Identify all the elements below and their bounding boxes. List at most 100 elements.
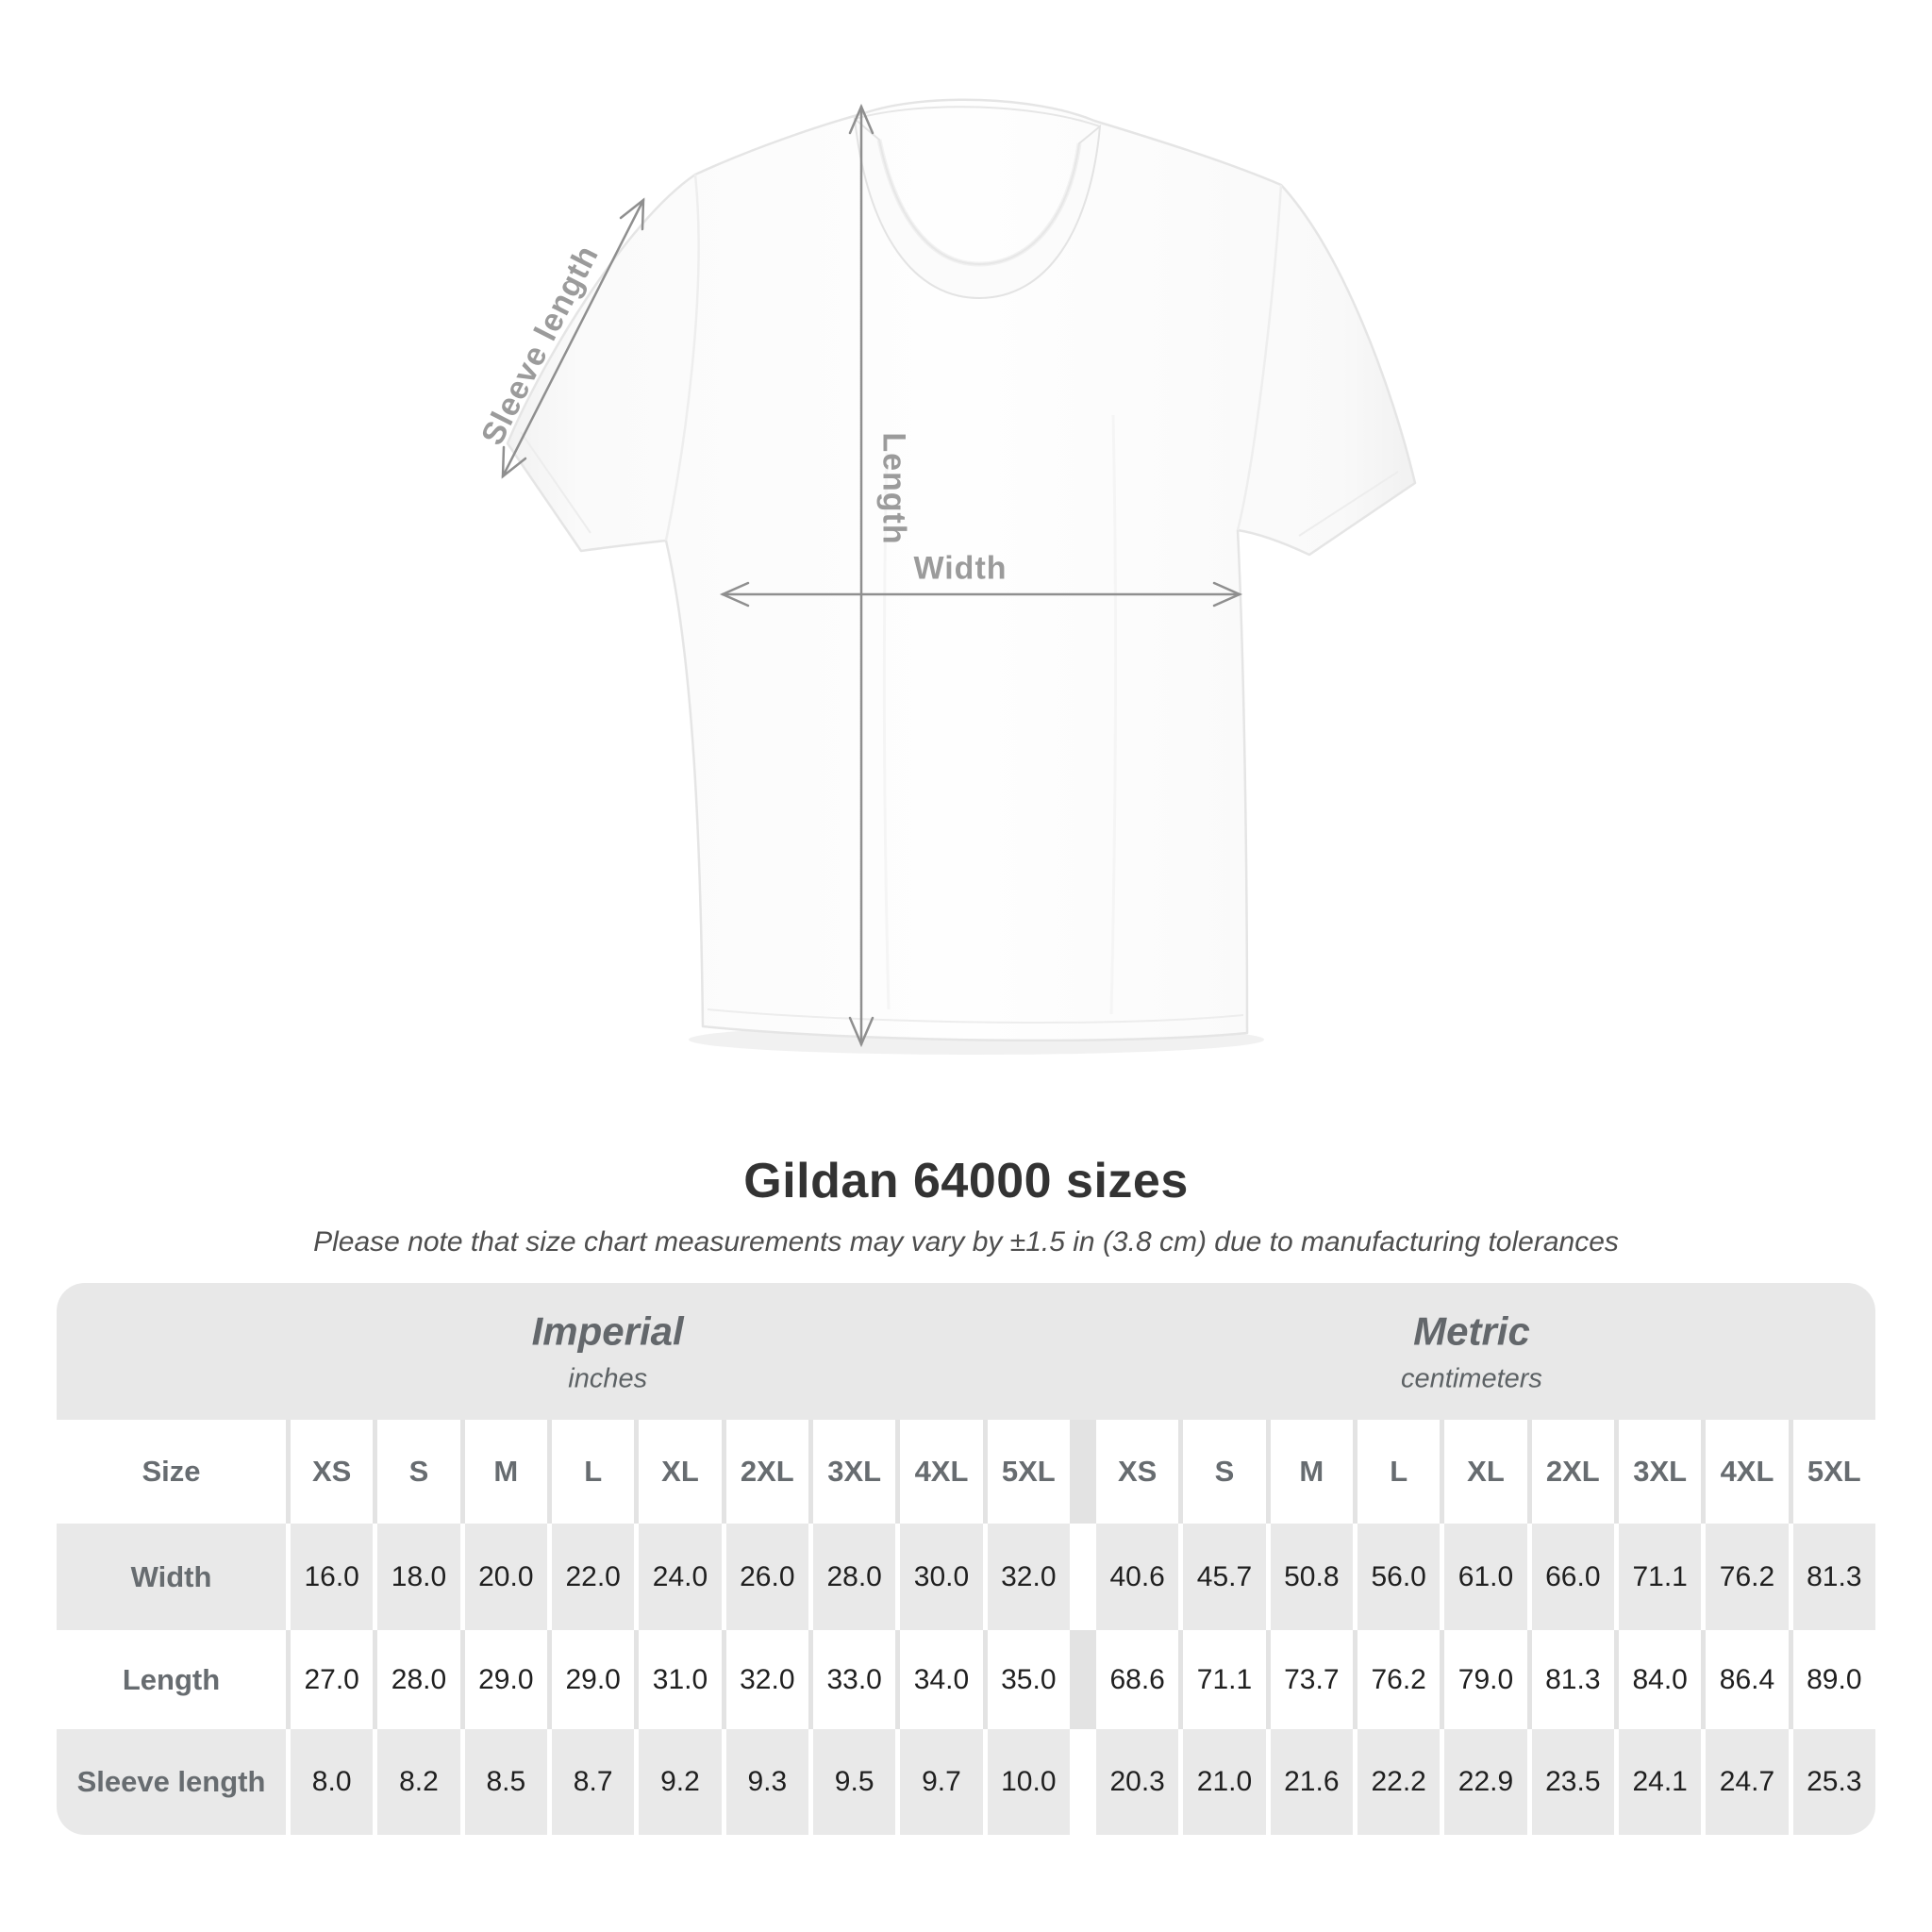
size-header-imperial-m: M	[464, 1420, 547, 1524]
sleeve-metric-value: 21.6	[1270, 1729, 1353, 1835]
sleeve-metric-value: 24.7	[1706, 1729, 1789, 1835]
sleeve-metric-value: 20.3	[1096, 1729, 1179, 1835]
sleeve-metric-value: 24.1	[1619, 1729, 1702, 1835]
length-imperial-value: 34.0	[900, 1630, 983, 1729]
width-imperial-value: 16.0	[291, 1524, 374, 1630]
length-imperial-value: 31.0	[639, 1630, 722, 1729]
length-metric-value: 81.3	[1531, 1630, 1614, 1729]
width-metric-value: 56.0	[1357, 1524, 1441, 1630]
sleeve-imperial-value: 8.0	[291, 1729, 374, 1835]
width-imperial-value: 30.0	[900, 1524, 983, 1630]
back-collar-seam	[854, 106, 1101, 127]
size-header-imperial-2xl: 2XL	[725, 1420, 808, 1524]
length-imperial-value: 29.0	[552, 1630, 635, 1729]
width-label: Width	[913, 550, 1008, 587]
size-table: Imperial inches Metric centimeters Size …	[57, 1283, 1875, 1835]
width-metric-value: 71.1	[1619, 1524, 1702, 1630]
length-metric-value: 76.2	[1357, 1630, 1441, 1729]
size-header-imperial-xs: XS	[291, 1420, 374, 1524]
length-imperial-value: 35.0	[987, 1630, 1070, 1729]
size-column-header: Size	[57, 1420, 286, 1524]
imperial-title: Imperial	[531, 1308, 684, 1353]
table-row-sleeve-length: Sleeve length 8.0 8.2 8.5 8.7 9.2 9.3 9.…	[57, 1729, 1875, 1835]
sleeve-imperial-value: 10.0	[987, 1729, 1070, 1835]
page-subtitle: Please note that size chart measurements…	[313, 1226, 1619, 1257]
length-label: Length	[875, 432, 912, 545]
length-imperial-value: 33.0	[813, 1630, 896, 1729]
width-metric-value: 76.2	[1706, 1524, 1789, 1630]
size-header-metric-m: M	[1270, 1420, 1353, 1524]
size-header-imperial-5xl: 5XL	[987, 1420, 1070, 1524]
length-imperial-value: 32.0	[725, 1630, 808, 1729]
length-metric-value: 84.0	[1619, 1630, 1702, 1729]
length-metric-value: 79.0	[1444, 1630, 1527, 1729]
row-label-sleeve-length: Sleeve length	[57, 1729, 286, 1835]
sleeve-imperial-value: 8.5	[464, 1729, 547, 1835]
length-imperial-value: 29.0	[464, 1630, 547, 1729]
sleeve-metric-value: 22.9	[1444, 1729, 1527, 1835]
left-sleeve-seam	[664, 174, 700, 541]
sleeve-imperial-value: 8.7	[552, 1729, 635, 1835]
shirt-body	[506, 98, 1417, 1042]
imperial-subtitle: inches	[568, 1363, 648, 1393]
size-header-metric-4xl: 4XL	[1706, 1420, 1789, 1524]
width-metric-value: 66.0	[1531, 1524, 1614, 1630]
length-metric-value: 89.0	[1792, 1630, 1875, 1729]
length-metric-value: 73.7	[1270, 1630, 1353, 1729]
size-header-metric-s: S	[1183, 1420, 1266, 1524]
length-metric-value: 71.1	[1183, 1630, 1266, 1729]
unit-group-divider	[1074, 1630, 1091, 1729]
width-imperial-value: 32.0	[987, 1524, 1070, 1630]
length-metric-value: 68.6	[1096, 1630, 1179, 1729]
sleeve-imperial-value: 9.3	[725, 1729, 808, 1835]
metric-title: Metric	[1413, 1308, 1530, 1353]
metric-subtitle: centimeters	[1401, 1363, 1542, 1393]
size-header-metric-2xl: 2XL	[1531, 1420, 1614, 1524]
unit-group-divider	[1074, 1729, 1091, 1835]
size-header-metric-5xl: 5XL	[1792, 1420, 1875, 1524]
width-imperial-value: 24.0	[639, 1524, 722, 1630]
table-row-length: Length 27.0 28.0 29.0 29.0 31.0 32.0 33.…	[57, 1630, 1875, 1729]
size-header-imperial-s: S	[377, 1420, 460, 1524]
length-imperial-value: 28.0	[377, 1630, 460, 1729]
body-crease	[882, 452, 891, 1010]
width-imperial-value: 26.0	[725, 1524, 808, 1630]
imperial-group-header: Imperial inches	[532, 1308, 684, 1394]
width-imperial-value: 28.0	[813, 1524, 896, 1630]
width-imperial-value: 20.0	[464, 1524, 547, 1630]
size-header-metric-xl: XL	[1444, 1420, 1527, 1524]
right-sleeve-seam	[1236, 184, 1283, 531]
sleeve-imperial-value: 9.5	[813, 1729, 896, 1835]
unit-band: Imperial inches Metric centimeters	[57, 1283, 1875, 1420]
size-header-imperial-4xl: 4XL	[900, 1420, 983, 1524]
size-header-metric-l: L	[1357, 1420, 1441, 1524]
right-cuff-fold	[1298, 471, 1399, 537]
sleeve-metric-value: 22.2	[1357, 1729, 1441, 1835]
table-row-width: Width 16.0 18.0 20.0 22.0 24.0 26.0 28.0…	[57, 1524, 1875, 1630]
page-title: Gildan 64000 sizes	[743, 1154, 1189, 1208]
size-header-imperial-3xl: 3XL	[813, 1420, 896, 1524]
width-metric-value: 45.7	[1183, 1524, 1266, 1630]
width-metric-value: 40.6	[1096, 1524, 1179, 1630]
sleeve-metric-value: 21.0	[1183, 1729, 1266, 1835]
sleeve-imperial-value: 9.7	[900, 1729, 983, 1835]
unit-group-divider	[1074, 1420, 1091, 1524]
row-label-length: Length	[57, 1630, 286, 1729]
body-crease	[1109, 414, 1118, 1015]
size-header-metric-3xl: 3XL	[1619, 1420, 1702, 1524]
sleeve-imperial-value: 9.2	[639, 1729, 722, 1835]
size-header-imperial-l: L	[552, 1420, 635, 1524]
sleeve-metric-value: 23.5	[1531, 1729, 1614, 1835]
sleeve-imperial-value: 8.2	[377, 1729, 460, 1835]
metric-group-header: Metric centimeters	[1401, 1308, 1542, 1394]
width-metric-value: 81.3	[1792, 1524, 1875, 1630]
hem-stitch	[707, 1008, 1244, 1024]
length-imperial-value: 27.0	[291, 1630, 374, 1729]
tshirt-image	[506, 98, 1417, 1055]
size-header-metric-xs: XS	[1096, 1420, 1179, 1524]
unit-group-divider	[1074, 1524, 1091, 1630]
width-metric-value: 61.0	[1444, 1524, 1527, 1630]
width-imperial-value: 22.0	[552, 1524, 635, 1630]
sleeve-metric-value: 25.3	[1792, 1729, 1875, 1835]
